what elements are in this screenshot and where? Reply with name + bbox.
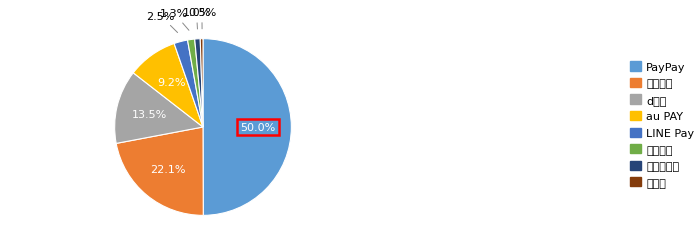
Legend: PayPay, 楽天ペイ, d払い, au PAY, LINE Pay, メルペイ, ファミペイ, その他: PayPay, 楽天ペイ, d払い, au PAY, LINE Pay, メルペ… xyxy=(630,62,694,188)
Text: 1.3%: 1.3% xyxy=(160,9,189,31)
Wedge shape xyxy=(115,74,203,144)
Wedge shape xyxy=(188,40,203,128)
Wedge shape xyxy=(195,40,203,128)
Text: 0.5%: 0.5% xyxy=(188,8,216,30)
Text: 22.1%: 22.1% xyxy=(150,164,186,174)
Text: 9.2%: 9.2% xyxy=(157,78,186,88)
Text: 2.5%: 2.5% xyxy=(146,12,178,34)
Wedge shape xyxy=(203,40,291,216)
Wedge shape xyxy=(200,40,203,128)
Wedge shape xyxy=(174,41,203,128)
Wedge shape xyxy=(133,44,203,128)
Wedge shape xyxy=(116,128,203,216)
Text: 1.0%: 1.0% xyxy=(183,8,211,30)
Text: 13.5%: 13.5% xyxy=(132,110,167,120)
Text: 50.0%: 50.0% xyxy=(240,122,275,132)
